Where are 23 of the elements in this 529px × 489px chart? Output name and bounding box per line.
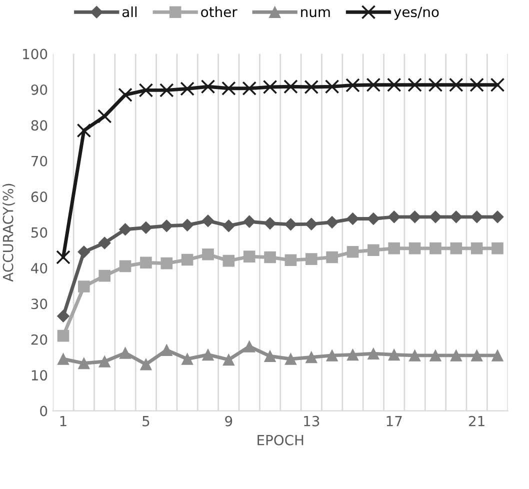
x-tick-label: 17: [386, 416, 402, 426]
x-tick-label: 9: [225, 416, 232, 426]
y-tick-label: 10: [32, 370, 48, 381]
legend-label: yes/no: [394, 6, 439, 20]
y-tick-label: 100: [23, 48, 48, 60]
x-tick-label: 5: [142, 416, 150, 426]
x-tick-label: 21: [469, 416, 484, 426]
legend-label: all: [122, 6, 137, 18]
x-tick-label: 13: [304, 416, 320, 426]
x-axis-title: EPOCH: [258, 434, 304, 446]
y-tick-label: 0: [40, 406, 48, 416]
y-tick-label: 60: [31, 192, 48, 202]
y-tick-label: 30: [31, 298, 48, 310]
y-tick-label: 20: [31, 334, 48, 345]
y-tick-label: 40: [31, 262, 48, 274]
legend-label: other: [201, 6, 238, 18]
y-tick-label: 70: [32, 156, 48, 166]
y-tick-label: 80: [31, 120, 48, 131]
y-tick-label: 90: [31, 84, 48, 95]
y-axis-title: ACCURACY(%): [2, 184, 15, 282]
y-tick-label: 50: [31, 227, 48, 238]
legend-label: num: [301, 9, 330, 18]
x-tick-label: 1: [60, 416, 66, 426]
